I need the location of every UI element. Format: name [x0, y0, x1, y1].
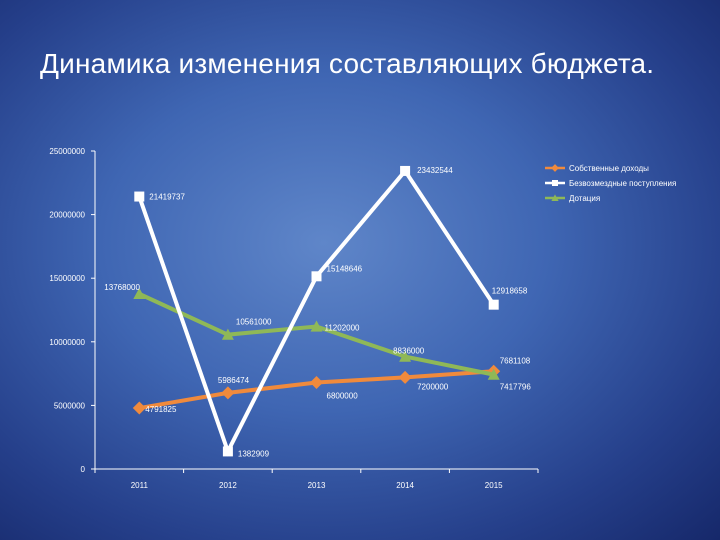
data-label: 23432544	[417, 166, 453, 175]
data-label: 21419737	[149, 193, 185, 202]
data-point	[311, 271, 322, 282]
y-tick-label: 20000000	[49, 211, 85, 220]
chart-legend: Собственные доходы Безвозмездные поступле…	[545, 164, 676, 203]
chart-series	[132, 165, 501, 457]
series-line	[137, 167, 496, 457]
data-label: 12918658	[492, 287, 528, 296]
legend-label: Собственные доходы	[569, 164, 649, 173]
data-label: 5986474	[218, 376, 250, 385]
legend-label: Дотация	[569, 194, 600, 203]
series-triangle	[133, 287, 500, 380]
data-label: 7200000	[417, 382, 449, 391]
series-line	[138, 292, 495, 377]
y-tick-label: 0	[81, 465, 86, 474]
data-label: 7417796	[500, 383, 532, 392]
series-diamond	[132, 364, 501, 415]
legend-item: Безвозмездные поступления	[545, 179, 676, 188]
data-point	[134, 191, 145, 202]
y-tick-label: 25000000	[49, 147, 85, 156]
x-tick-label: 2011	[131, 481, 149, 490]
data-point	[221, 328, 234, 340]
data-point	[310, 320, 323, 332]
legend-marker	[551, 164, 559, 172]
x-tick-label: 2014	[396, 481, 414, 490]
data-point	[132, 401, 146, 415]
data-label: 11202000	[325, 324, 361, 333]
data-label: 13768000	[104, 283, 140, 292]
legend-label: Безвозмездные поступления	[569, 179, 676, 188]
data-point	[133, 287, 146, 299]
x-tick-label: 2012	[219, 481, 237, 490]
data-point	[310, 376, 323, 390]
data-label: 10561000	[236, 318, 272, 327]
data-label: 4791825	[145, 405, 177, 414]
data-label: 6800000	[327, 392, 359, 401]
data-point	[222, 446, 233, 457]
legend-marker	[552, 180, 558, 186]
y-tick-label: 10000000	[49, 338, 85, 347]
y-tick-label: 5000000	[54, 401, 86, 410]
series-square	[134, 165, 499, 457]
data-label: 1382909	[238, 449, 270, 458]
data-point	[398, 370, 412, 384]
data-point	[488, 299, 499, 310]
legend-item: Дотация	[545, 194, 600, 203]
data-label: 8836000	[393, 347, 425, 356]
legend-marker	[551, 194, 559, 202]
data-labels: 4791825 5986474 6800000 7200000 7681108 13768…	[104, 166, 531, 458]
data-point	[400, 165, 411, 176]
data-point	[221, 386, 235, 400]
x-tick-label: 2015	[485, 481, 503, 490]
slide-title: Динамика изменения составляющих бюджета.	[40, 48, 655, 79]
chart-axes: 0 5000000 10000000 15000000 20000000 25000000…	[49, 147, 539, 490]
y-tick-label: 15000000	[49, 274, 85, 283]
data-label: 15148646	[327, 264, 363, 273]
data-label: 7681108	[500, 356, 531, 365]
data-point	[487, 368, 500, 380]
data-point	[399, 350, 412, 362]
legend-item: Собственные доходы	[545, 164, 649, 173]
x-tick-label: 2013	[308, 481, 326, 490]
